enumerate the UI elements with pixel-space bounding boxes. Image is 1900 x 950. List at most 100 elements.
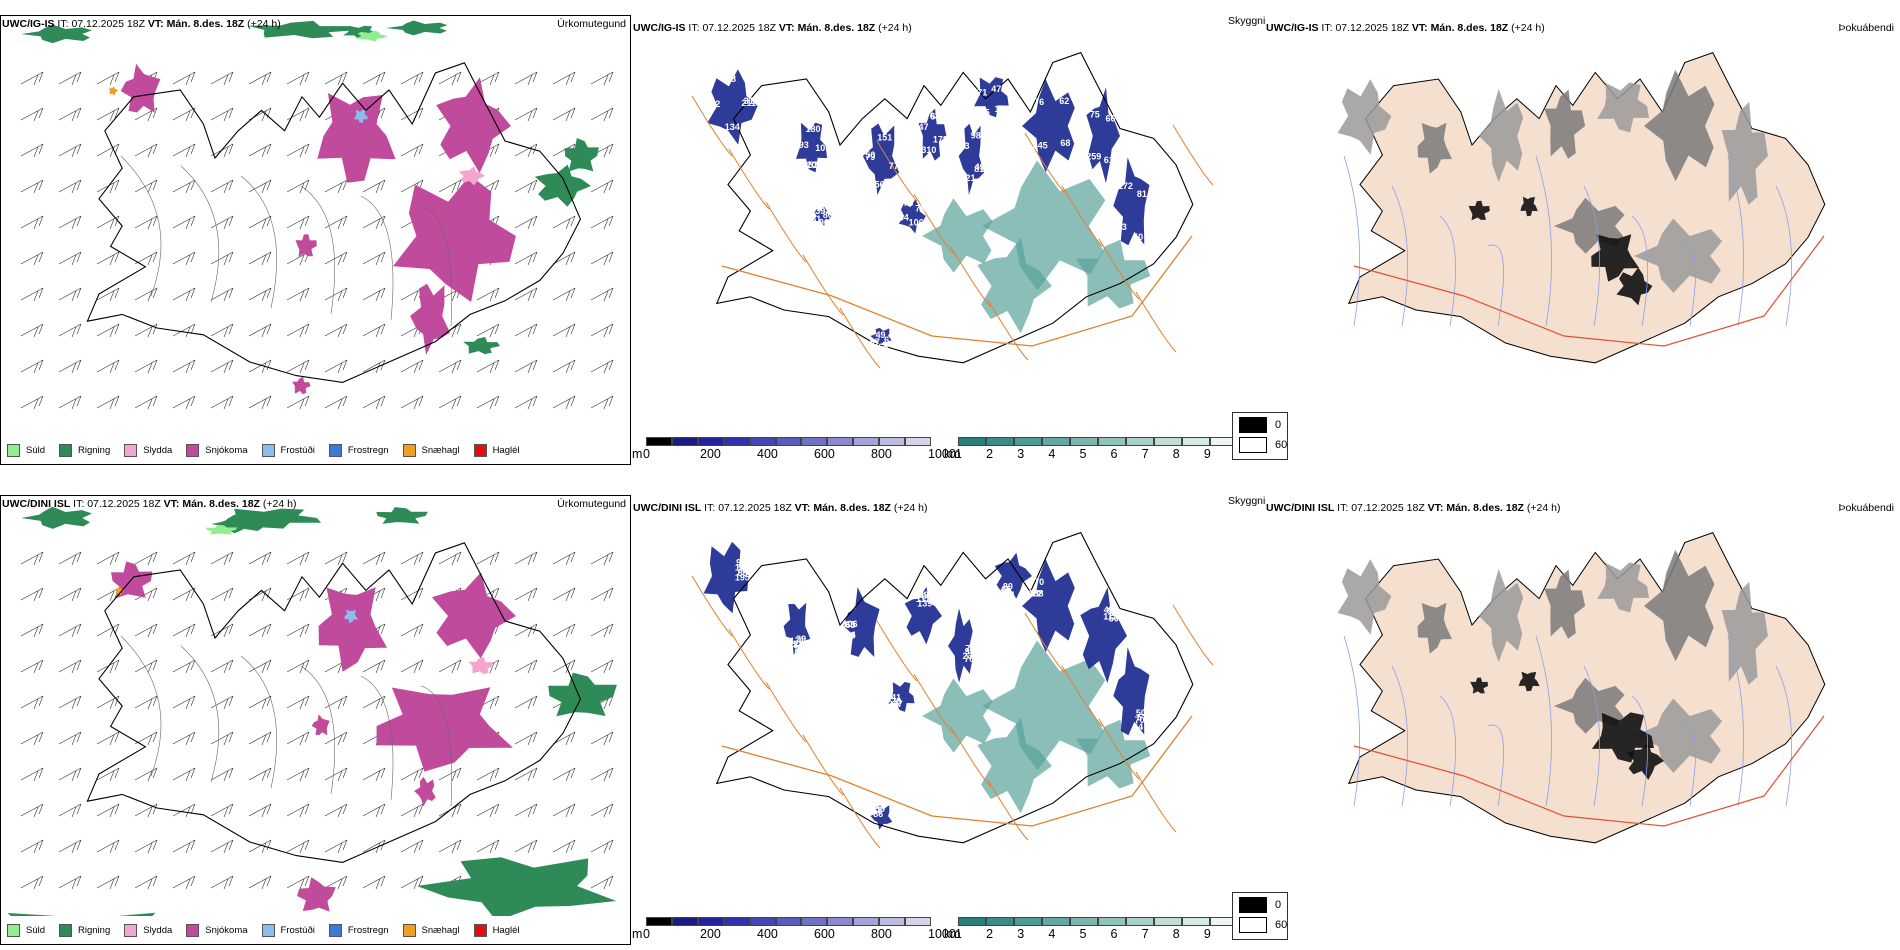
wind-barb xyxy=(210,107,234,122)
wind-barb xyxy=(20,71,44,86)
wind-barb xyxy=(134,215,158,230)
cloud-base-color-segment xyxy=(775,437,802,446)
colorbar-tick: 3 xyxy=(1017,447,1025,461)
wind-barb xyxy=(58,287,82,302)
precip-legend-label: Snæhagl xyxy=(421,924,460,936)
wind-barb xyxy=(552,623,576,638)
cloud-base-value: 63 xyxy=(845,619,855,629)
iceland-coastline xyxy=(715,531,1194,844)
precip-legend-label: Rigning xyxy=(78,924,111,936)
precip-legend-item: Frostúði xyxy=(261,923,315,937)
wind-barb xyxy=(324,767,348,782)
iceland-coastline xyxy=(715,51,1194,364)
fog-legend-label: 60 xyxy=(1275,919,1288,931)
wind-barb xyxy=(58,143,82,158)
wind-barb xyxy=(590,623,614,638)
precip-legend-item: Snjókoma xyxy=(186,443,248,457)
cloud-base-value: 70 xyxy=(1135,715,1145,725)
wind-barb xyxy=(172,215,196,230)
wind-barb xyxy=(476,359,500,374)
wind-barb xyxy=(514,143,538,158)
wind-barb xyxy=(590,395,614,410)
cloud-base-value: 56 xyxy=(875,180,885,190)
wind-barb xyxy=(324,251,348,266)
cloud-base-color-segment xyxy=(671,437,698,446)
precip-legend-item: Frostregn xyxy=(328,923,389,937)
cloud-base-value: 20 xyxy=(891,696,901,706)
cloud-base-value: 180 xyxy=(805,124,820,134)
run-header: UWC/IG-IS IT: 07.12.2025 18Z VT: Mán. 8.… xyxy=(633,21,912,35)
wind-barb xyxy=(58,803,82,818)
high-fog-area xyxy=(1591,712,1654,763)
cloud-base-value: 53 xyxy=(845,631,855,641)
wind-barb xyxy=(590,323,614,338)
wind-barb xyxy=(514,215,538,230)
wind-barb xyxy=(362,359,386,374)
terrain-contour xyxy=(300,185,336,315)
wind-barb xyxy=(552,359,576,374)
cloud-base-value: 59 xyxy=(875,804,885,814)
cloud-base-value: 97 xyxy=(736,558,746,568)
lead-time: (+24 h) xyxy=(247,18,281,30)
wind-barb xyxy=(552,839,576,854)
fog-index-panel: UWC/IG-IS IT: 07.12.2025 18Z VT: Mán. 8.… xyxy=(1232,12,1900,467)
cloud-base-value: 128 xyxy=(792,639,807,649)
wind-barb xyxy=(400,71,424,86)
precip-legend-label: Snæhagl xyxy=(421,444,460,456)
cloud-base-value: 80 xyxy=(823,210,833,220)
init-time-label: IT: xyxy=(73,498,88,510)
road xyxy=(765,681,807,743)
wind-barb xyxy=(210,287,234,302)
river xyxy=(1439,695,1457,807)
cloud-base-value: 97 xyxy=(870,337,880,347)
wind-barb xyxy=(438,395,462,410)
rain-area xyxy=(21,506,93,529)
wind-barb xyxy=(20,875,44,890)
ice-pellet-area xyxy=(114,586,124,596)
cloud-base-area xyxy=(918,108,947,161)
wind-barb xyxy=(324,695,348,710)
wind-barb xyxy=(20,659,44,674)
wind-barb xyxy=(248,803,272,818)
init-time-value: 07.12.2025 18Z xyxy=(1351,502,1428,514)
valid-time-label: VT: xyxy=(794,502,814,514)
cloud-base-value: 77 xyxy=(889,161,899,171)
river xyxy=(1631,695,1649,807)
cloud-base-value: 247 xyxy=(888,699,903,709)
colorbar-tick: 800 xyxy=(871,927,892,941)
wind-barb xyxy=(134,659,158,674)
precip-legend-swatch xyxy=(402,443,416,457)
wind-barb xyxy=(476,803,500,818)
cloud-base-value: 68 xyxy=(1060,138,1070,148)
wind-barb xyxy=(172,659,196,674)
init-time-value: 07.12.2025 18Z xyxy=(718,502,795,514)
wind-barb xyxy=(590,659,614,674)
cloud-base-value: 106 xyxy=(909,218,924,228)
wind-barb xyxy=(514,287,538,302)
snow-area xyxy=(292,376,311,395)
precip-legend-item: Frostúði xyxy=(261,443,315,457)
wind-barb xyxy=(58,107,82,122)
wind-barb xyxy=(20,359,44,374)
wind-barb xyxy=(96,551,120,566)
wind-barb xyxy=(324,803,348,818)
cloud-base-value: 85 xyxy=(980,108,990,118)
wind-barb xyxy=(248,695,272,710)
wind-barb xyxy=(286,359,310,374)
fog-index-area xyxy=(1337,79,1392,155)
wind-barb xyxy=(362,71,386,86)
init-time-label: IT: xyxy=(688,22,703,34)
colorbar-unit: m xyxy=(632,447,643,461)
road xyxy=(876,140,918,202)
cloud-base-value: 74 xyxy=(793,644,803,654)
colorbar-tick: 0 xyxy=(643,927,650,941)
precip-legend-label: Snjókoma xyxy=(205,444,248,456)
rain-area xyxy=(564,138,599,172)
cloud-base-value: 72 xyxy=(1032,588,1042,598)
wind-barb xyxy=(96,659,120,674)
fog-index-area xyxy=(1337,559,1392,635)
precip-legend-swatch xyxy=(261,443,275,457)
model-label: UWC/DINI ISL xyxy=(1266,502,1335,514)
wind-barb xyxy=(134,587,158,602)
colorbar-tick: 400 xyxy=(757,447,778,461)
